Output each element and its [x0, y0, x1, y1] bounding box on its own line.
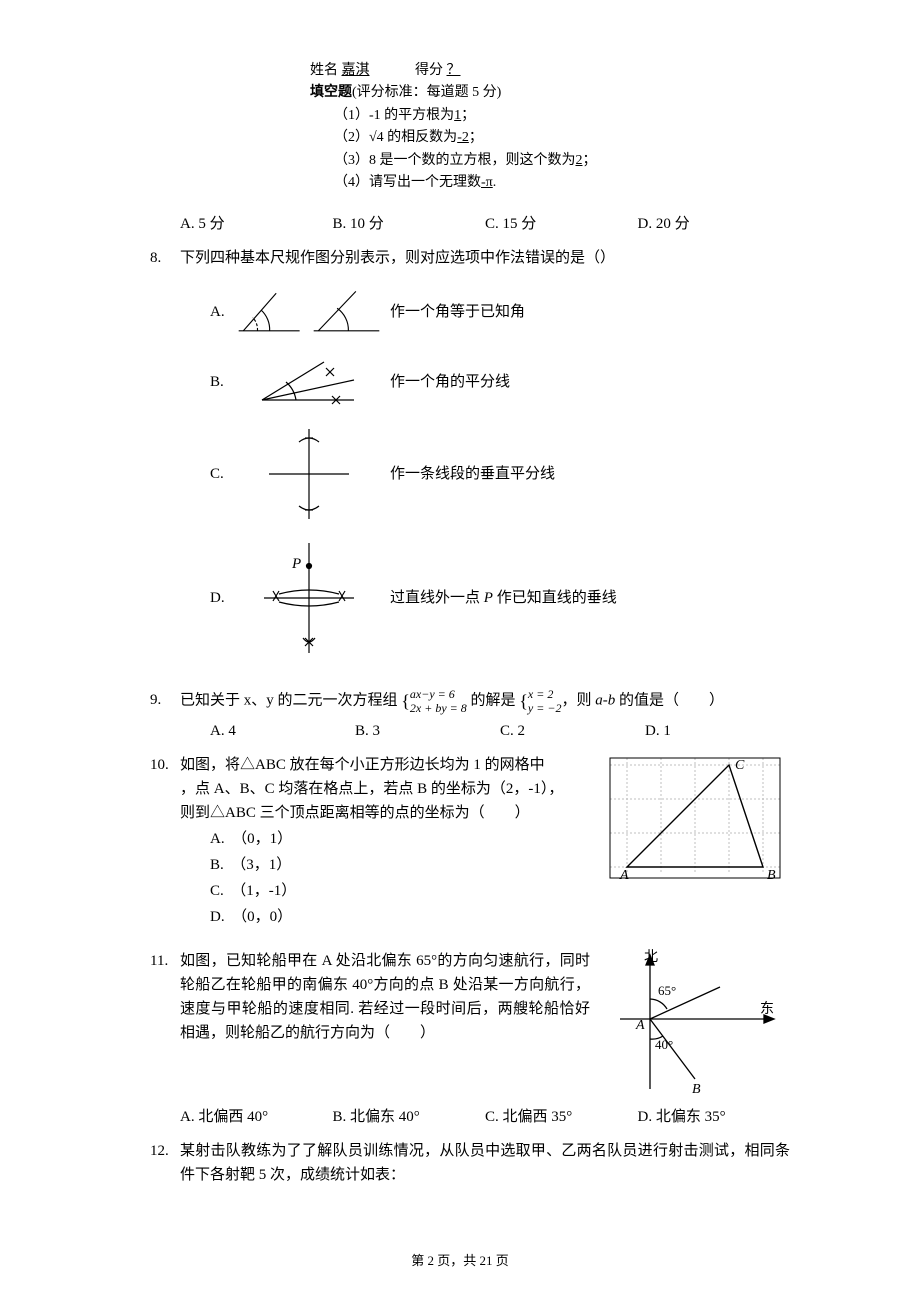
q8-c-figure [234, 424, 384, 524]
q8-stem: 下列四种基本尺规作图分别表示，则对应选项中作法错误的是（） [180, 246, 790, 270]
q7-opt-c: C. 15 分 [485, 212, 638, 236]
q10-label-c: C [735, 758, 745, 773]
q11-opt-b: B. 北偏东 40° [333, 1105, 486, 1129]
q12: 12. 某射击队教练为了了解队员训练情况，从队员中选取甲、乙两名队员进行射击测试… [150, 1139, 790, 1187]
q12-num: 12. [150, 1139, 180, 1163]
svg-text:65°: 65° [658, 983, 676, 998]
q9-opt-c: C. 2 [500, 719, 645, 743]
q11-figure: 北 东 65° 40° A B [600, 949, 790, 1099]
fill-q2: （2）√4 的相反数为 [334, 130, 457, 145]
fill-a3: 2 [576, 153, 583, 168]
svg-text:东: 东 [760, 1001, 774, 1017]
q8-row-c: C. 作一条线段的垂直平分线 [210, 424, 790, 524]
q10: 10. 如图，将△ABC 放在每个小正方形边长均为 1 的网格中 ，点 A、B、… [150, 753, 790, 931]
fill-a4: -π [481, 175, 493, 190]
fill-q3: （3）8 是一个数的立方根，则这个数为 [334, 153, 576, 168]
q8-c-desc: 作一条线段的垂直平分线 [390, 462, 555, 486]
scoring-note: (评分标准：每道题 5 分) [352, 85, 501, 100]
fill-q4: （4）请写出一个无理数 [334, 175, 481, 190]
svg-text:A: A [635, 1018, 645, 1033]
q11-options: A. 北偏西 40° B. 北偏东 40° C. 北偏西 35° D. 北偏东 … [180, 1105, 790, 1129]
quiz-header: 姓名 嘉淇 得分 ？ 填空题(评分标准：每道题 5 分) （1）-1 的平方根为… [310, 60, 790, 194]
q8: 8. 下列四种基本尺规作图分别表示，则对应选项中作法错误的是（） A. [150, 246, 790, 672]
score-value: ？ [447, 63, 461, 78]
q7-options: A. 5 分 B. 10 分 C. 15 分 D. 20 分 [180, 212, 790, 236]
q8-b-desc: 作一个角的平分线 [390, 370, 510, 394]
svg-text:北: 北 [644, 949, 658, 965]
q8-d-figure: P [234, 538, 384, 658]
q9-opt-b: B. 3 [355, 719, 500, 743]
q11-opt-c: C. 北偏西 35° [485, 1105, 638, 1129]
q8-row-a: A. 作一个角等于已知角 [210, 284, 790, 340]
svg-text:B: B [692, 1082, 701, 1097]
q8-a-lbl: A. [210, 300, 234, 324]
fill-q1: （1）-1 的平方根为 [334, 108, 454, 123]
q8-b-lbl: B. [210, 370, 234, 394]
q11-opt-a: A. 北偏西 40° [180, 1105, 333, 1129]
q10-figure: A B C [600, 753, 790, 931]
q8-d-label-p: P [292, 552, 301, 576]
q8-d-desc: 过直线外一点 P 作已知直线的垂线 [390, 586, 617, 610]
q10-label-b: B [767, 868, 776, 883]
q9-num: 9. [150, 688, 180, 712]
q7-opt-d: D. 20 分 [638, 212, 791, 236]
q12-stem: 某射击队教练为了了解队员训练情况，从队员中选取甲、乙两名队员进行射击测试，相同条… [180, 1139, 790, 1187]
page-footer: 第 2 页，共 21 页 [0, 1251, 920, 1272]
q9-options: A. 4 B. 3 C. 2 D. 1 [210, 719, 790, 743]
q11-opt-d: D. 北偏东 35° [638, 1105, 791, 1129]
q9-opt-d: D. 1 [645, 719, 790, 743]
q8-b-figure [234, 354, 384, 410]
q7-opt-b: B. 10 分 [333, 212, 486, 236]
q10-stem: 如图，将△ABC 放在每个小正方形边长均为 1 的网格中 ，点 A、B、C 均落… [180, 753, 590, 825]
q10-num: 10. [150, 753, 180, 777]
q9-stem: 已知关于 x、y 的二元一次方程组 { ax−y = 6 2x + by = 8… [180, 688, 790, 714]
fill-a2: -2 [457, 130, 469, 145]
q9: 9. 已知关于 x、y 的二元一次方程组 { ax−y = 6 2x + by … [150, 688, 790, 742]
q10-opt-a: A. （0，1） [210, 827, 590, 851]
q11-stem: 如图，已知轮船甲在 A 处沿北偏东 65°的方向匀速航行，同时轮船乙在轮船甲的南… [180, 949, 590, 1045]
name-value: 嘉淇 [342, 63, 370, 78]
q10-label-a: A [619, 868, 629, 883]
q10-opt-c: C. （1，-1） [210, 879, 590, 903]
score-label: 得分 [415, 63, 443, 78]
q9-opt-a: A. 4 [210, 719, 355, 743]
q7-opt-a: A. 5 分 [180, 212, 333, 236]
section-title: 填空题 [310, 85, 352, 100]
q8-a-figure [234, 284, 384, 340]
name-label: 姓名 [310, 63, 338, 78]
q8-d-lbl: D. [210, 586, 234, 610]
q10-options: A. （0，1） B. （3，1） C. （1，-1） D. （0，0） [210, 827, 590, 929]
q8-c-lbl: C. [210, 462, 234, 486]
svg-text:40°: 40° [655, 1037, 673, 1052]
q10-opt-d: D. （0，0） [210, 905, 590, 929]
q10-opt-b: B. （3，1） [210, 853, 590, 877]
q11-num: 11. [150, 949, 180, 973]
q11: 11. 如图，已知轮船甲在 A 处沿北偏东 65°的方向匀速航行，同时轮船乙在轮… [150, 949, 790, 1099]
q8-num: 8. [150, 246, 180, 270]
q8-row-b: B. 作一个角的平分线 [210, 354, 790, 410]
q8-row-d: D. [210, 538, 790, 658]
q8-a-desc: 作一个角等于已知角 [390, 300, 525, 324]
q9-post: ，则 a-b 的值是（ ） [561, 693, 724, 709]
